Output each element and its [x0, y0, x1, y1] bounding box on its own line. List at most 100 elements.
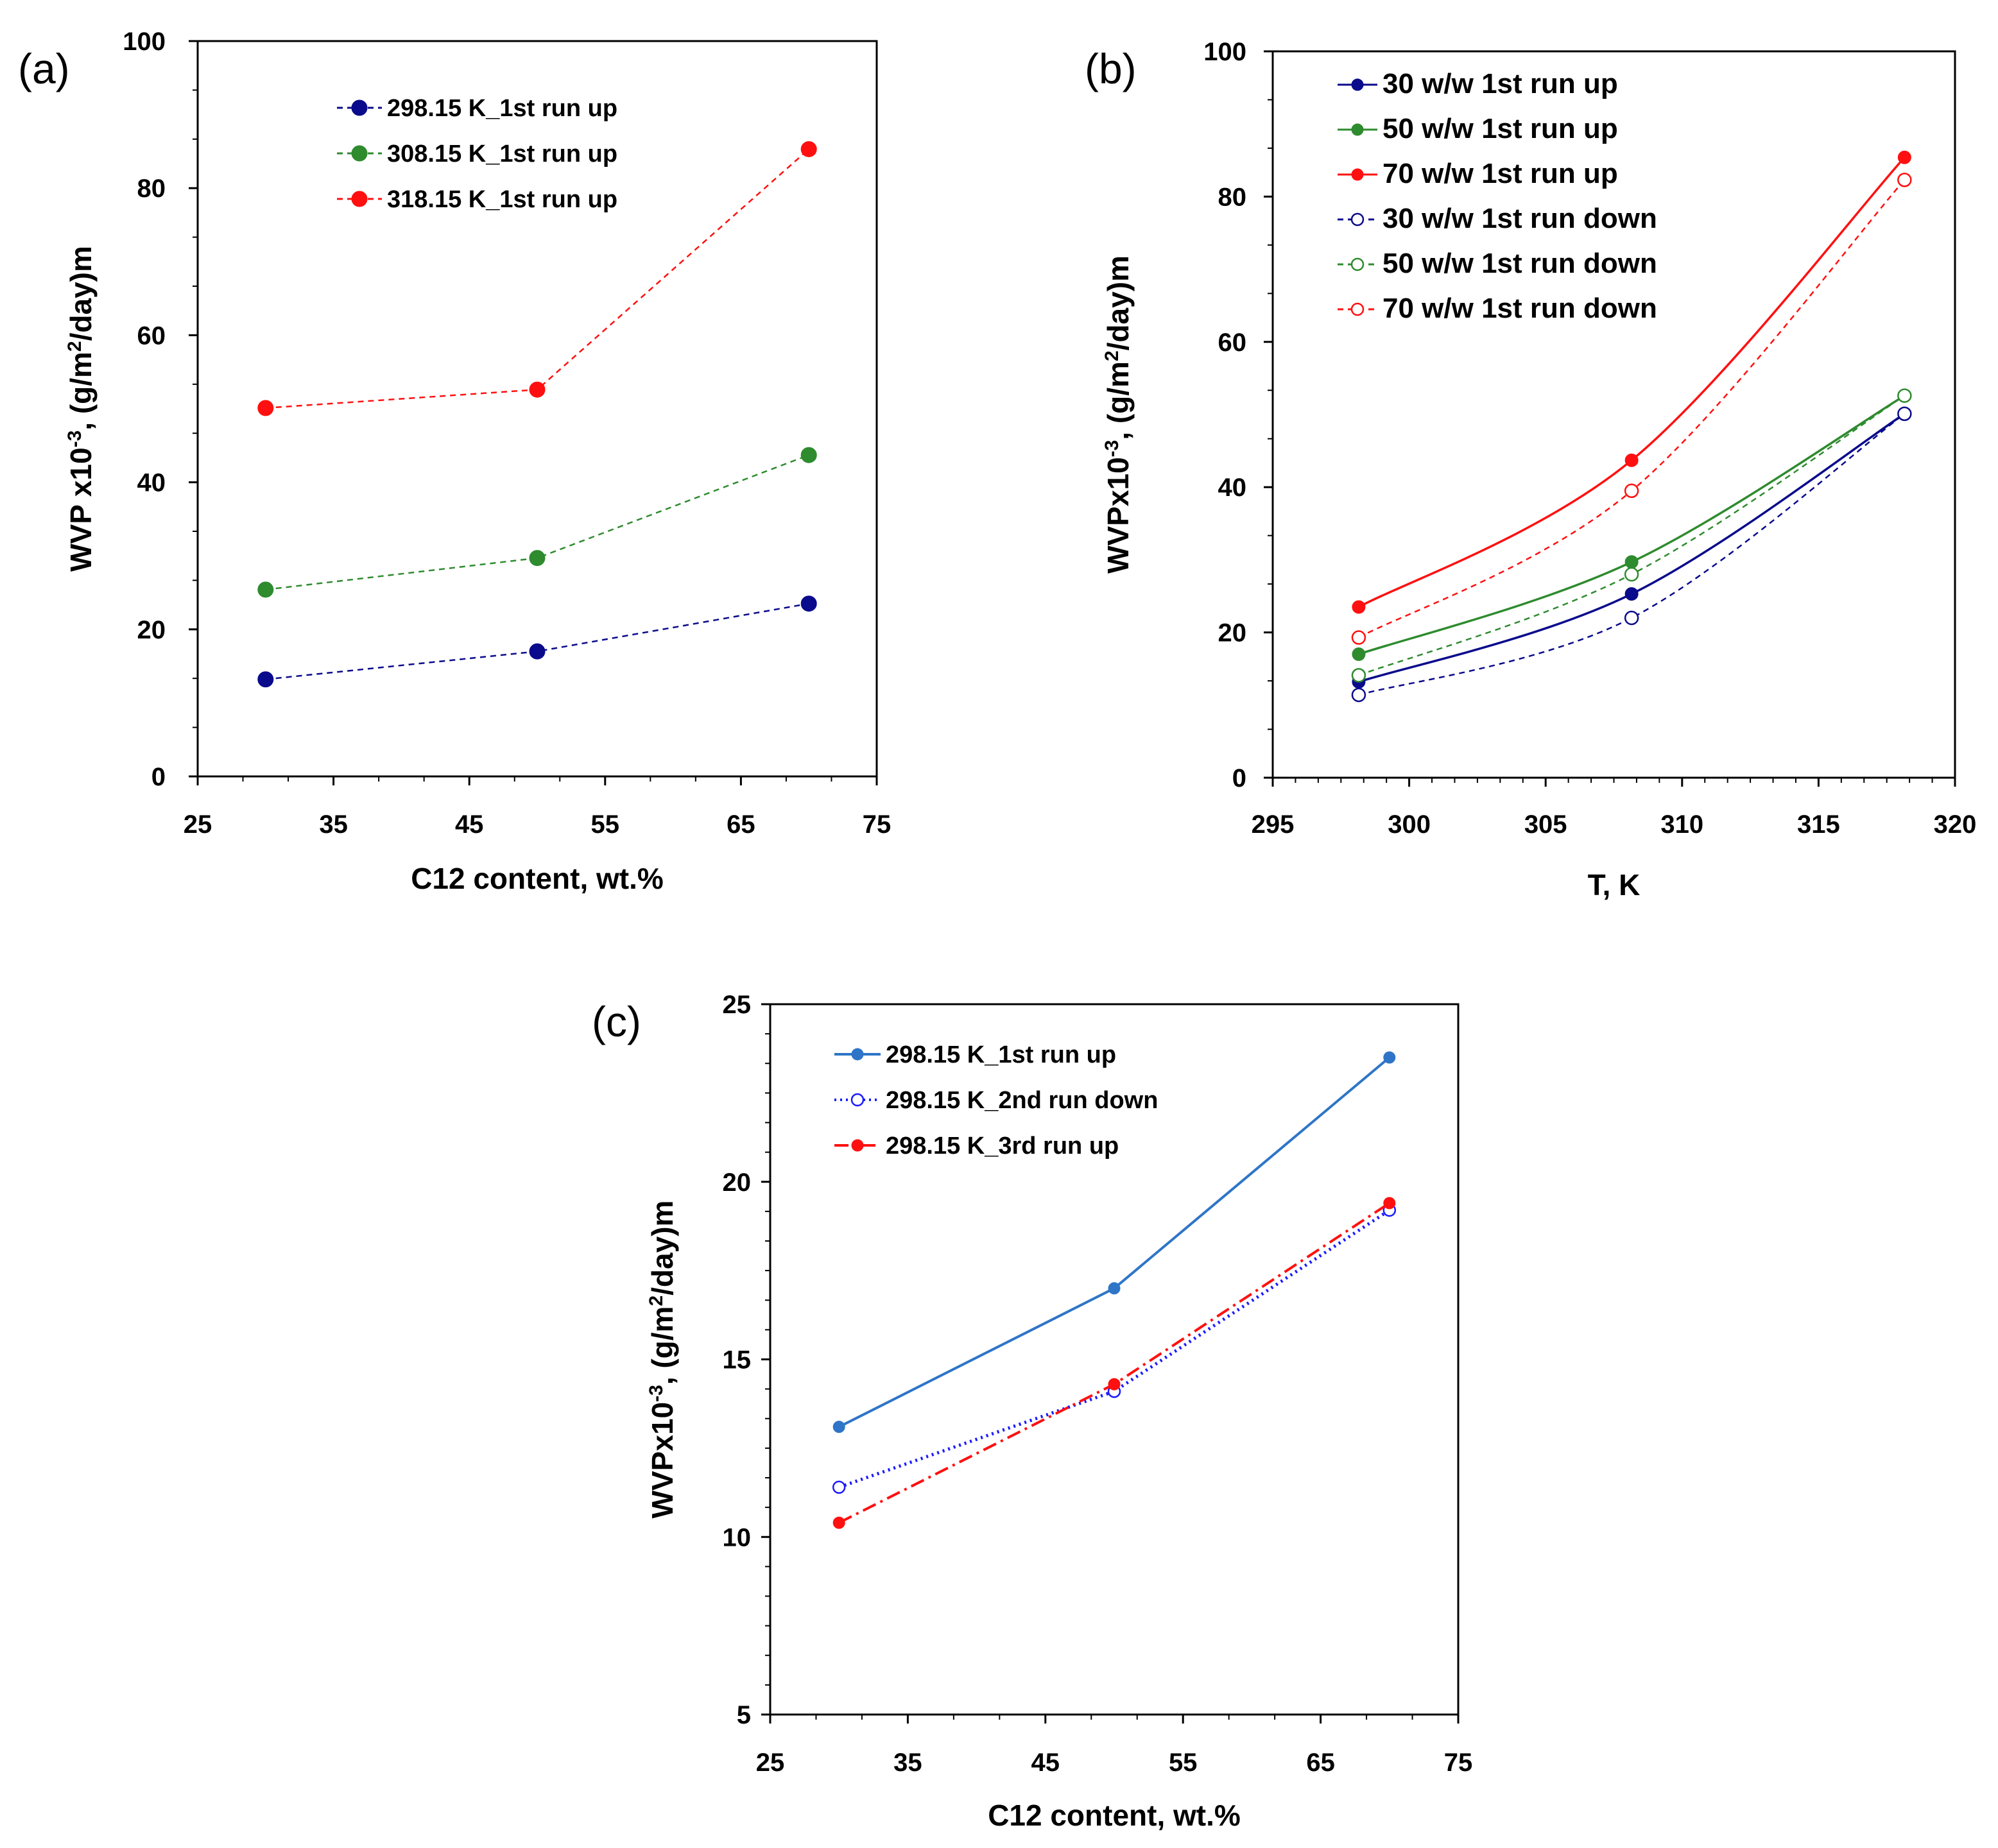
legend-label: 298.15 K_3rd run up	[886, 1133, 1119, 1159]
data-point	[832, 1421, 845, 1433]
x-tick-label: 65	[727, 810, 755, 839]
legend-marker	[1351, 168, 1364, 181]
x-tick-label: 305	[1524, 810, 1567, 839]
series-line-2	[1358, 157, 1906, 608]
y-tick-label: 80	[137, 175, 166, 203]
series-line-3	[1358, 413, 1906, 696]
data-point	[529, 381, 546, 398]
panel-label: (a)	[18, 45, 70, 92]
data-point	[832, 1516, 845, 1529]
y-axis-title-part: -3	[1101, 440, 1123, 458]
legend-label: 30 w/w 1st run up	[1382, 68, 1618, 99]
legend-label: 298.15 K_2nd run down	[886, 1087, 1158, 1114]
y-axis-title-part: /day)m	[646, 1201, 679, 1296]
legend-marker	[1350, 302, 1365, 316]
y-axis-title-part: /day)m	[1101, 255, 1135, 350]
x-tick-label: 295	[1252, 810, 1295, 839]
x-tick-label: 25	[756, 1749, 785, 1777]
chart-panel-2: 25 35 45 55 65 75 5 10 15 20 25 C12 content, wt.% WV…	[592, 991, 1472, 1832]
data-point	[257, 581, 274, 598]
y-tick-label: 60	[137, 321, 166, 350]
legend-marker	[351, 191, 368, 207]
series-line-1	[265, 454, 809, 591]
y-tick-label: 80	[1218, 183, 1247, 211]
legend-marker	[1351, 123, 1364, 136]
y-axis-title-part: /day)m	[64, 246, 98, 341]
data-point	[1351, 630, 1366, 645]
y-axis-title-part: WVPx10	[646, 1402, 679, 1519]
legend: 30 w/w 1st run up 50 w/w 1st run up 70 w/w…	[1338, 68, 1657, 324]
data-point	[1351, 668, 1366, 683]
y-axis-title-part: , (g/m	[1101, 361, 1135, 440]
legend-label: 70 w/w 1st run down	[1382, 293, 1657, 324]
x-tick-label: 45	[1031, 1749, 1060, 1777]
data-point	[529, 643, 546, 660]
y-tick-label: 25	[723, 991, 752, 1019]
x-tick-label: 35	[319, 810, 348, 839]
data-point	[1897, 406, 1912, 422]
data-point	[1383, 1051, 1396, 1064]
legend-label: 318.15 K_1st run up	[387, 186, 617, 213]
x-axis-title: C12 content, wt.%	[411, 862, 664, 895]
y-axis-title-part: 2	[64, 341, 85, 352]
data-point	[1624, 453, 1639, 467]
legend-marker	[1351, 78, 1364, 91]
data-point	[257, 671, 274, 688]
y-tick-label: 5	[737, 1701, 751, 1729]
legend-marker	[351, 99, 368, 116]
data-point	[257, 400, 274, 416]
x-tick-label: 25	[184, 810, 212, 839]
data-point	[1108, 1282, 1121, 1295]
y-tick-label: 60	[1218, 329, 1247, 357]
legend-label: 298.15 K_1st run up	[886, 1041, 1116, 1068]
data-point	[800, 447, 817, 463]
plot-frame	[196, 40, 878, 778]
data-point	[1624, 587, 1639, 601]
data-point	[1351, 687, 1366, 703]
y-tick-label: 100	[123, 28, 166, 56]
chart-panel-0: 25 35 45 55 65 75 0 20 40 60 80 100 C12 content, wt.…	[18, 28, 891, 895]
data-point	[1352, 600, 1366, 614]
data-point	[832, 1480, 846, 1494]
data-point	[1352, 647, 1366, 662]
data-point	[529, 550, 546, 567]
data-point	[1383, 1197, 1396, 1210]
data-point	[1624, 567, 1639, 582]
y-axis-title-part: 2	[1101, 350, 1123, 361]
data-point	[800, 595, 817, 612]
x-tick-label: 45	[455, 810, 484, 839]
legend-marker	[850, 1093, 865, 1107]
series-line-2	[838, 1202, 1390, 1524]
y-axis-title-part: -3	[646, 1385, 667, 1402]
panel-label: (b)	[1085, 45, 1137, 92]
x-tick-label: 35	[893, 1749, 922, 1777]
x-tick-label: 55	[591, 810, 620, 839]
data-point	[1897, 388, 1912, 403]
x-tick-label: 300	[1388, 810, 1431, 839]
series-line-4	[1358, 395, 1906, 676]
y-tick-label: 10	[723, 1523, 752, 1552]
x-tick-label: 65	[1306, 1749, 1335, 1777]
x-tick-label: 55	[1169, 1749, 1198, 1777]
y-axis-title: WVPx10-3, (g/m2/day)m	[1101, 255, 1135, 574]
y-axis-title-part: WVPx10	[1101, 457, 1135, 574]
x-tick-label: 310	[1660, 810, 1703, 839]
y-tick-label: 0	[1232, 764, 1246, 792]
x-tick-label: 75	[863, 810, 891, 839]
legend: 298.15 K_1st run up 298.15 K_2nd run down…	[834, 1041, 1158, 1159]
y-tick-label: 20	[723, 1168, 752, 1197]
legend: 298.15 K_1st run up 308.15 K_1st run up 31…	[337, 95, 617, 213]
legend-label: 70 w/w 1st run up	[1382, 158, 1618, 189]
y-axis-title-part: , (g/m	[64, 352, 98, 431]
panel-label: (c)	[592, 998, 641, 1045]
series-line-0	[265, 603, 809, 680]
legend-marker	[351, 145, 368, 162]
x-axis-title: T, K	[1588, 868, 1641, 902]
x-tick-label: 75	[1444, 1749, 1473, 1777]
y-tick-label: 20	[137, 616, 166, 644]
x-tick-label: 315	[1797, 810, 1840, 839]
legend-marker	[1350, 257, 1365, 271]
y-tick-label: 40	[137, 469, 166, 497]
y-tick-label: 15	[723, 1346, 752, 1374]
